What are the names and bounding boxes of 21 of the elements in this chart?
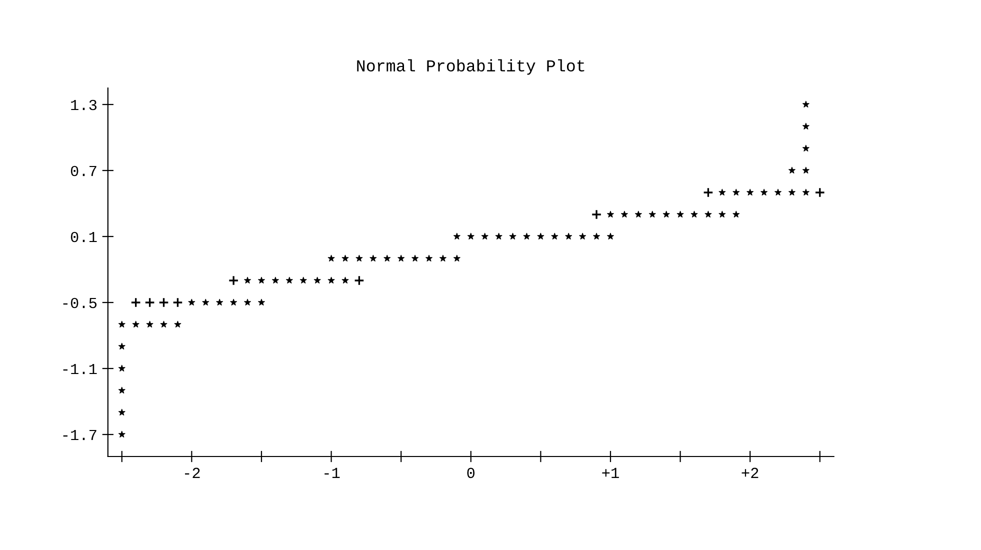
- point: [228, 275, 239, 286]
- point: [354, 275, 364, 286]
- x-tick-label: +2: [742, 468, 758, 478]
- y-tick-label: 0.7: [70, 166, 96, 176]
- y-tick-label: 1.3: [71, 100, 97, 110]
- y-tick-label: -0.5: [63, 298, 97, 308]
- y-tick-label: -1.1: [63, 364, 97, 374]
- point: [814, 187, 826, 198]
- x-tick-label: 0: [467, 468, 475, 478]
- chart-title: Normal Probability Plot: [357, 59, 584, 75]
- point: [144, 297, 156, 308]
- point: [158, 297, 169, 308]
- x-tick-label: -2: [184, 468, 200, 478]
- point: [130, 297, 142, 308]
- point: [172, 297, 183, 308]
- x-tick-label: +1: [602, 468, 619, 478]
- y-tick-label: 0.1: [70, 232, 97, 242]
- x-tick-label: -1: [324, 468, 340, 478]
- point: [591, 209, 602, 220]
- y-tick-label: -1.7: [63, 430, 96, 440]
- point: [702, 187, 714, 198]
